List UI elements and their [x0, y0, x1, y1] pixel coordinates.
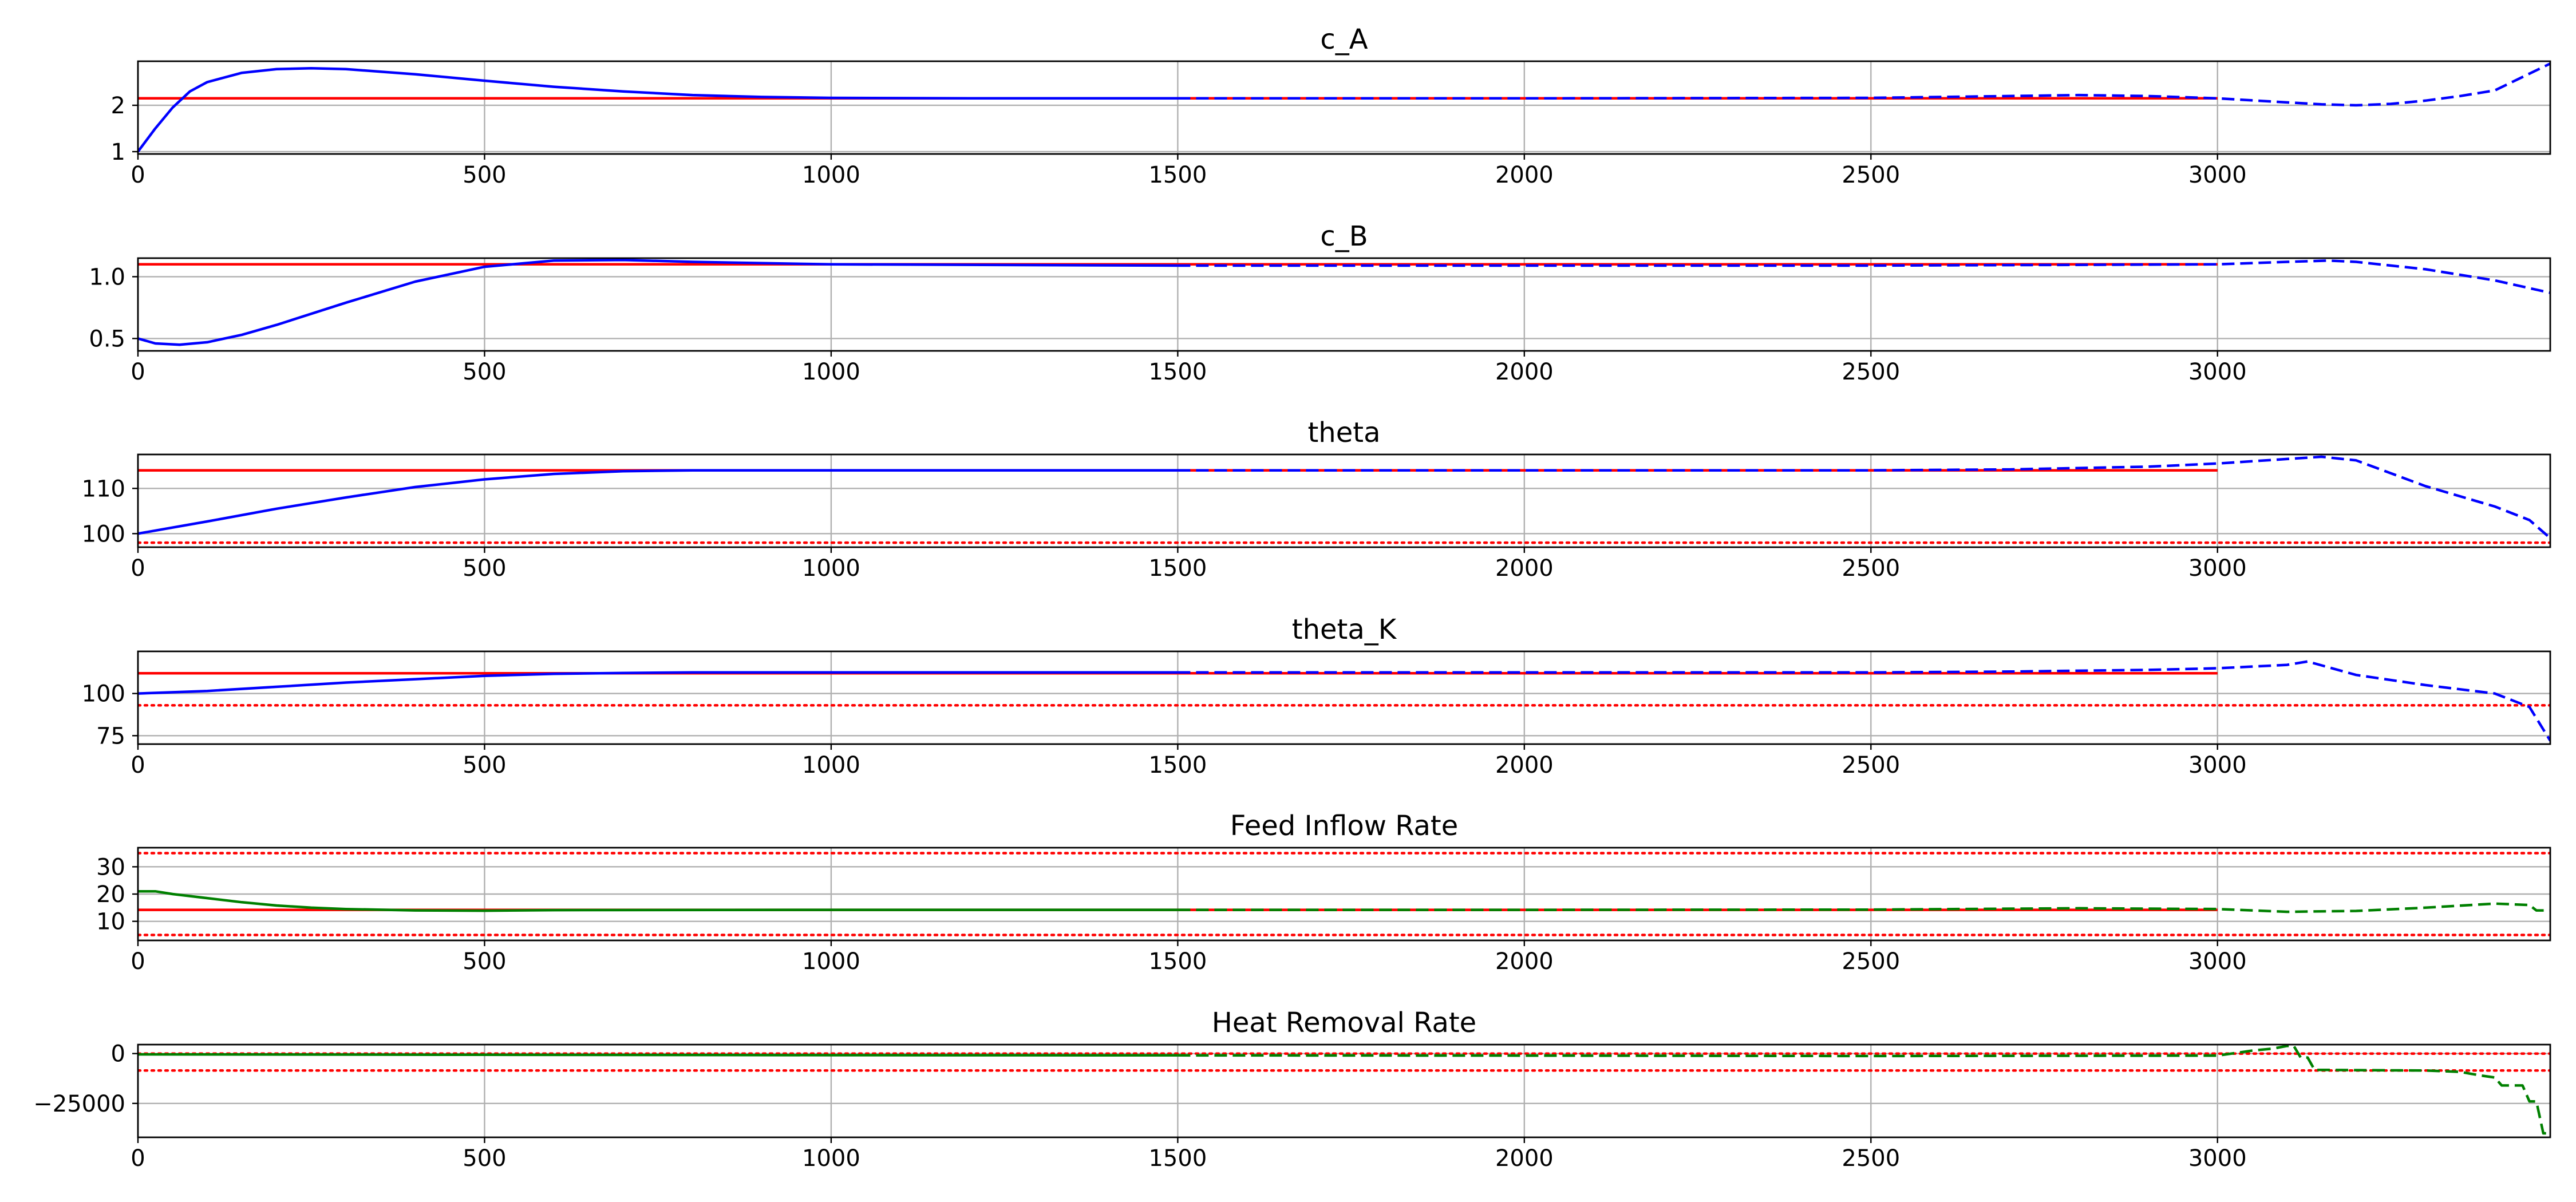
series-line-3: [1178, 660, 2550, 742]
subplot-1: 0 500 1000 1500 2000 2500 3000 0.5 1.0 c_B: [89, 220, 2551, 385]
x-tick-label: 500: [463, 162, 506, 188]
x-tick-label: 0: [131, 359, 145, 385]
x-tick-label: 2000: [1495, 1145, 1554, 1172]
y-tick-label: 110: [82, 476, 125, 502]
y-tick-label: 0.5: [89, 326, 125, 352]
subplot-5: 0 500 1000 1500 2000 2500 3000 −25000 0 Heat Remo…: [33, 1007, 2551, 1172]
subplot-title: c_B: [1320, 220, 1368, 252]
x-tick-label: 2000: [1495, 555, 1554, 582]
x-tick-label: 1000: [802, 555, 860, 582]
y-tick-label: 1: [111, 139, 125, 165]
x-tick-label: 1500: [1148, 162, 1207, 188]
y-tick-label: 1.0: [89, 264, 125, 290]
x-tick-label: 0: [131, 948, 145, 975]
x-tick-label: 2500: [1842, 1145, 1900, 1172]
axis-frame: [137, 453, 2551, 548]
subplot-title: Heat Removal Rate: [1212, 1007, 1476, 1039]
y-tick-label: 75: [96, 723, 125, 749]
x-tick-label: 2500: [1842, 948, 1900, 975]
x-tick-label: 0: [131, 1145, 145, 1172]
x-tick-label: 3000: [2188, 359, 2247, 385]
subplot-2: 0 500 1000 1500 2000 2500 3000 100 110 theta: [82, 417, 2551, 582]
axis-frame: [137, 650, 2551, 745]
x-tick-label: 2000: [1495, 359, 1554, 385]
x-tick-label: 1500: [1148, 948, 1207, 975]
y-tick-label: −25000: [33, 1091, 125, 1117]
x-tick-label: 500: [463, 948, 506, 975]
series-line-1: [138, 258, 1178, 346]
series-line-3: [1178, 455, 2550, 539]
x-tick-label: 3000: [2188, 555, 2247, 582]
x-tick-label: 3000: [2188, 162, 2247, 188]
x-tick-label: 1000: [802, 162, 860, 188]
y-tick-label: 0: [111, 1041, 125, 1067]
y-tick-label: 10: [96, 909, 125, 935]
x-tick-label: 500: [463, 359, 506, 385]
subplot-title: c_A: [1320, 23, 1368, 56]
x-tick-label: 2500: [1842, 359, 1900, 385]
x-tick-label: 2500: [1842, 555, 1900, 582]
series-line-2: [138, 469, 1178, 535]
series-line-2: [1178, 259, 2550, 294]
subplot-0: 0 500 1000 1500 2000 2500 3000 1 2 c_A: [111, 23, 2551, 188]
y-tick-label: 30: [96, 854, 125, 880]
x-tick-label: 1500: [1148, 555, 1207, 582]
x-tick-label: 1500: [1148, 752, 1207, 778]
subplot-title: theta_K: [1292, 614, 1397, 646]
y-tick-label: 2: [111, 93, 125, 119]
axis-frame: [137, 257, 2551, 352]
y-tick-label: 20: [96, 881, 125, 908]
x-tick-label: 1000: [802, 1145, 860, 1172]
series-line-2: [1178, 62, 2550, 107]
subplot-title: theta: [1307, 417, 1380, 449]
y-tick-label: 100: [82, 681, 125, 707]
x-tick-label: 500: [463, 555, 506, 582]
x-tick-label: 1000: [802, 752, 860, 778]
axis-frame: [137, 1043, 2551, 1138]
x-tick-label: 2000: [1495, 948, 1554, 975]
y-tick-label: 100: [82, 521, 125, 547]
x-tick-label: 0: [131, 555, 145, 582]
subplot-3: 0 500 1000 1500 2000 2500 3000 75 100 theta_K: [82, 614, 2551, 778]
x-tick-label: 2000: [1495, 752, 1554, 778]
series-line-3: [138, 889, 1178, 912]
x-tick-label: 1500: [1148, 359, 1207, 385]
x-tick-label: 0: [131, 752, 145, 778]
x-tick-label: 3000: [2188, 1145, 2247, 1172]
series-line-2: [138, 671, 1178, 695]
x-tick-label: 3000: [2188, 948, 2247, 975]
series-line-3: [1178, 1045, 2550, 1135]
x-tick-label: 500: [463, 752, 506, 778]
series-line-2: [138, 1053, 1178, 1057]
x-tick-label: 1000: [802, 359, 860, 385]
series-line-4: [1178, 902, 2550, 914]
x-tick-label: 3000: [2188, 752, 2247, 778]
series-line-1: [138, 66, 1178, 153]
axis-frame: [137, 60, 2551, 155]
x-tick-label: 2500: [1842, 162, 1900, 188]
subplot-title: Feed Inflow Rate: [1230, 810, 1459, 842]
x-tick-label: 1000: [802, 948, 860, 975]
x-tick-label: 0: [131, 162, 145, 188]
x-tick-label: 500: [463, 1145, 506, 1172]
x-tick-label: 2500: [1842, 752, 1900, 778]
x-tick-label: 1500: [1148, 1145, 1207, 1172]
x-tick-label: 2000: [1495, 162, 1554, 188]
